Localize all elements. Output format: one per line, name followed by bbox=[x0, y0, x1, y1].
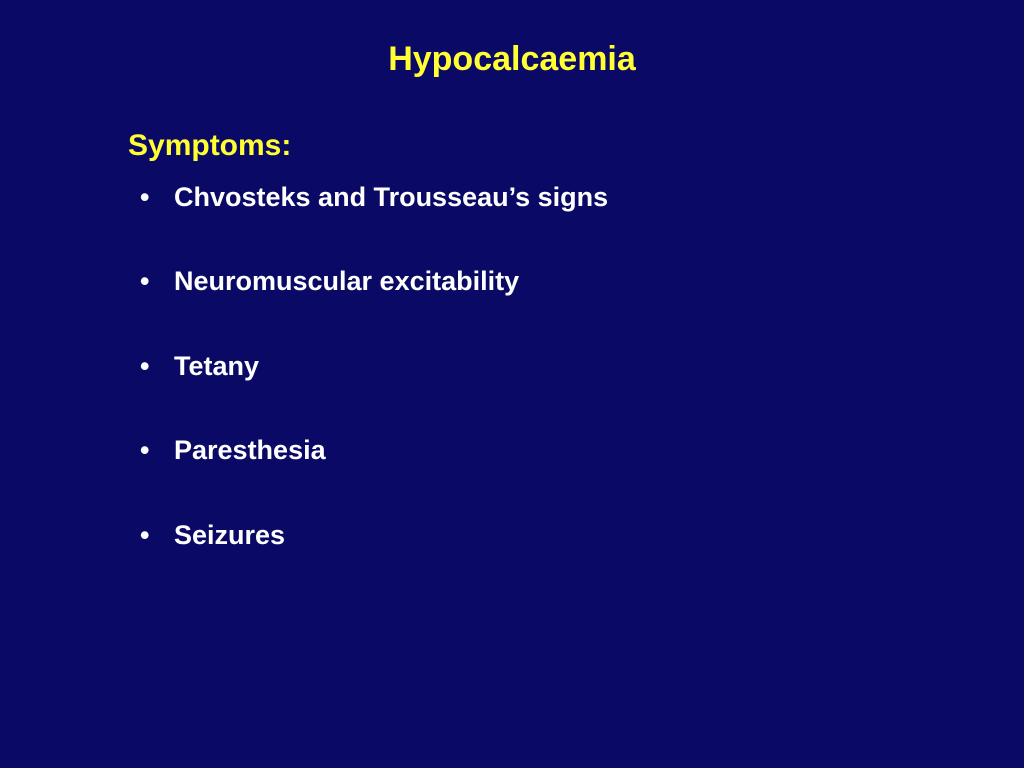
list-item: Paresthesia bbox=[140, 434, 964, 466]
slide-title: Hypocalcaemia bbox=[0, 40, 1024, 79]
list-item: Chvosteks and Trousseau’s signs bbox=[140, 181, 964, 213]
list-item: Neuromuscular excitability bbox=[140, 265, 964, 297]
slide-content: Symptoms: Chvosteks and Trousseau’s sign… bbox=[0, 129, 1024, 551]
list-item: Tetany bbox=[140, 350, 964, 382]
list-item: Seizures bbox=[140, 519, 964, 551]
bullet-list: Chvosteks and Trousseau’s signs Neuromus… bbox=[128, 181, 964, 551]
slide: Hypocalcaemia Symptoms: Chvosteks and Tr… bbox=[0, 0, 1024, 768]
subheading: Symptoms: bbox=[128, 129, 964, 163]
